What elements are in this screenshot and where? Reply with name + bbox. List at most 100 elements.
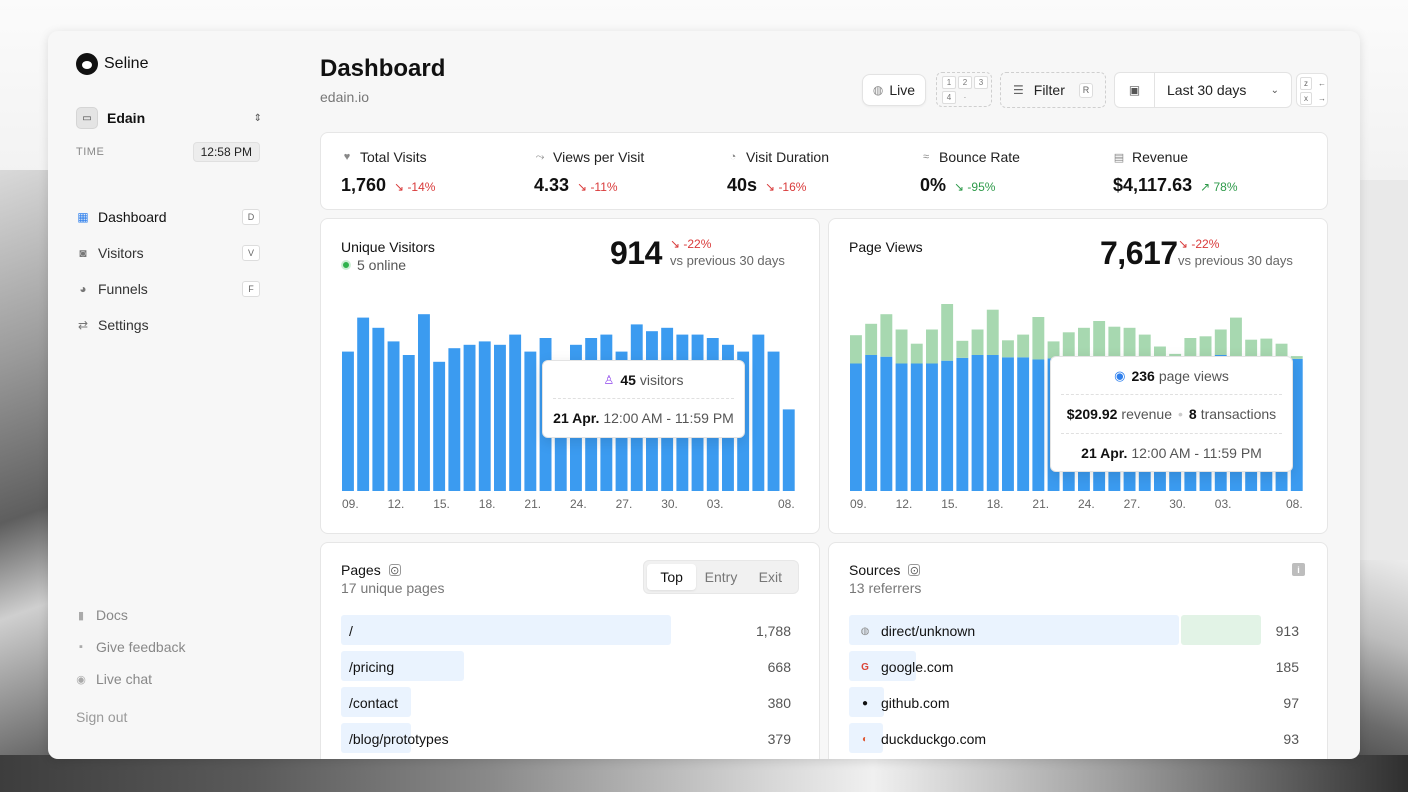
brand[interactable]: Seline bbox=[76, 53, 148, 75]
chart-bar[interactable] bbox=[509, 334, 522, 491]
sidebar-item-settings[interactable]: ⇄ Settings bbox=[76, 307, 260, 343]
live-chat-link[interactable]: ◉ Live chat bbox=[74, 663, 264, 695]
chart-bar[interactable] bbox=[1290, 359, 1303, 491]
chart-bar[interactable] bbox=[387, 341, 400, 491]
stat-revenue[interactable]: ▤ Revenue $4,117.63 ↗ 78% bbox=[1113, 149, 1238, 196]
chart-bar[interactable] bbox=[372, 327, 385, 491]
sidebar-item-funnels[interactable]: ◕ Funnels F bbox=[76, 271, 260, 307]
list-item[interactable]: /blog/prototypes 379 bbox=[341, 721, 799, 757]
chart-bar[interactable] bbox=[1230, 317, 1242, 358]
tooltip-transactions: 8 bbox=[1188, 406, 1197, 422]
chart-bar[interactable] bbox=[1093, 321, 1106, 361]
live-button[interactable]: ◍ Live bbox=[862, 74, 926, 106]
chart-bar[interactable] bbox=[767, 351, 780, 491]
x-tick-label: 15. bbox=[433, 497, 450, 511]
chart-bar[interactable] bbox=[850, 363, 862, 492]
chart-bar[interactable] bbox=[524, 351, 537, 491]
chart-bar[interactable] bbox=[433, 361, 446, 491]
chart-bar[interactable] bbox=[1017, 334, 1030, 358]
date-range-select[interactable]: ▣ Last 30 days ⌄ bbox=[1114, 72, 1292, 108]
stat-views-per-visit[interactable]: ⤳ Views per Visit 4.33 ↘ -11% bbox=[534, 149, 644, 196]
list-item[interactable]: /pricing 668 bbox=[341, 649, 799, 685]
chart-bar[interactable] bbox=[752, 334, 765, 491]
stat-bounce-rate[interactable]: ≈ Bounce Rate 0% ↘ -95% bbox=[920, 149, 1020, 196]
chart-bar[interactable] bbox=[1290, 356, 1303, 359]
chart-bar[interactable] bbox=[402, 355, 415, 491]
chart-bar[interactable] bbox=[956, 357, 969, 491]
info-icon[interactable]: i bbox=[1292, 563, 1305, 576]
tab-entry[interactable]: Entry bbox=[704, 569, 738, 585]
chart-bar[interactable] bbox=[1214, 329, 1227, 356]
chart-bar[interactable] bbox=[941, 360, 954, 491]
chart-bar[interactable] bbox=[478, 341, 491, 491]
chart-bar[interactable] bbox=[342, 351, 354, 491]
chart-bar[interactable] bbox=[910, 363, 923, 492]
globe-icon: ◍ bbox=[860, 625, 870, 637]
chart-bar[interactable] bbox=[418, 314, 430, 491]
sidebar-item-dashboard[interactable]: ▦ Dashboard D bbox=[76, 199, 260, 235]
docs-link[interactable]: ▮ Docs bbox=[74, 599, 264, 631]
tab-exit[interactable]: Exit bbox=[758, 569, 782, 585]
list-item[interactable]: / 1,788 bbox=[341, 613, 799, 649]
chart-bar[interactable] bbox=[448, 348, 461, 491]
chart-bar[interactable] bbox=[865, 323, 878, 355]
list-item[interactable]: ● github.com 97 bbox=[849, 685, 1307, 721]
stat-label: Total Visits bbox=[360, 149, 427, 165]
sign-out-link[interactable]: Sign out bbox=[76, 709, 128, 725]
list-item[interactable]: /contact 380 bbox=[341, 685, 799, 721]
chart-bar[interactable] bbox=[926, 329, 938, 364]
chart-bar[interactable] bbox=[1199, 336, 1212, 357]
chart-bar[interactable] bbox=[494, 344, 506, 491]
chart-bar[interactable] bbox=[1154, 346, 1166, 358]
chart-bar[interactable] bbox=[941, 304, 954, 361]
list-item[interactable]: ◐ duckduckgo.com 93 bbox=[849, 721, 1307, 757]
feedback-link[interactable]: ▪ Give feedback bbox=[74, 631, 264, 663]
chart-bar[interactable] bbox=[926, 363, 938, 492]
chart-bar[interactable] bbox=[1275, 343, 1288, 361]
period-nav-shortcuts[interactable]: z ← x → bbox=[1296, 73, 1328, 107]
chart-bar[interactable] bbox=[1108, 326, 1121, 358]
chart-bar[interactable] bbox=[1123, 327, 1136, 359]
tooltip-time: 12:00 AM - 11:59 PM bbox=[1131, 445, 1262, 461]
scan-icon[interactable]: ⊙ bbox=[388, 564, 401, 577]
chart-bar[interactable] bbox=[1002, 357, 1014, 491]
chart-bar[interactable] bbox=[956, 340, 969, 358]
stat-visit-duration[interactable]: ◔ Visit Duration 40s ↘ -16% bbox=[727, 149, 829, 196]
sidebar-footer-links: ▮ Docs ▪ Give feedback ◉ Live chat bbox=[74, 599, 264, 695]
chart-bar[interactable] bbox=[1184, 338, 1197, 358]
scan-icon[interactable]: ⊙ bbox=[908, 564, 921, 577]
chart-bar[interactable] bbox=[1032, 317, 1045, 360]
chart-bar[interactable] bbox=[986, 309, 999, 355]
list-item[interactable]: ◍ direct/unknown 913 bbox=[849, 613, 1307, 649]
chart-bar[interactable] bbox=[1062, 332, 1075, 361]
chart-bar[interactable] bbox=[971, 329, 984, 356]
stat-label: Bounce Rate bbox=[939, 149, 1020, 165]
chart-bar[interactable] bbox=[463, 344, 476, 491]
chart-bar[interactable] bbox=[895, 329, 908, 364]
chart-bar[interactable] bbox=[910, 343, 923, 364]
chart-bar[interactable] bbox=[1260, 338, 1273, 359]
chart-bar[interactable] bbox=[986, 355, 999, 491]
site-switcher[interactable]: ▭ Edain ⇕ bbox=[76, 105, 262, 131]
chart-bar[interactable] bbox=[1002, 340, 1014, 358]
chart-bar[interactable] bbox=[1017, 357, 1030, 491]
chart-bar[interactable] bbox=[1138, 334, 1151, 358]
chart-bar[interactable] bbox=[1245, 339, 1258, 360]
chart-bar[interactable] bbox=[1078, 327, 1090, 362]
tab-top[interactable]: Top bbox=[647, 564, 697, 590]
chart-bar[interactable] bbox=[1047, 341, 1060, 359]
chart-bar[interactable] bbox=[971, 355, 984, 491]
sidebar-item-visitors[interactable]: ◙ Visitors V bbox=[76, 235, 260, 271]
chart-bar[interactable] bbox=[880, 314, 893, 357]
stat-total-visits[interactable]: ♥ Total Visits 1,760 ↘ -14% bbox=[341, 149, 435, 196]
chart-bar[interactable] bbox=[782, 409, 795, 491]
chart-bar[interactable] bbox=[1032, 359, 1045, 492]
chart-bar[interactable] bbox=[850, 335, 862, 364]
calendar-icon[interactable]: ▣ bbox=[1115, 73, 1155, 107]
chart-bar[interactable] bbox=[357, 317, 370, 491]
chart-bar[interactable] bbox=[880, 356, 893, 491]
chart-bar[interactable] bbox=[865, 355, 878, 491]
chart-bar[interactable] bbox=[895, 363, 908, 492]
filter-button[interactable]: ☰ Filter R bbox=[1000, 72, 1106, 108]
